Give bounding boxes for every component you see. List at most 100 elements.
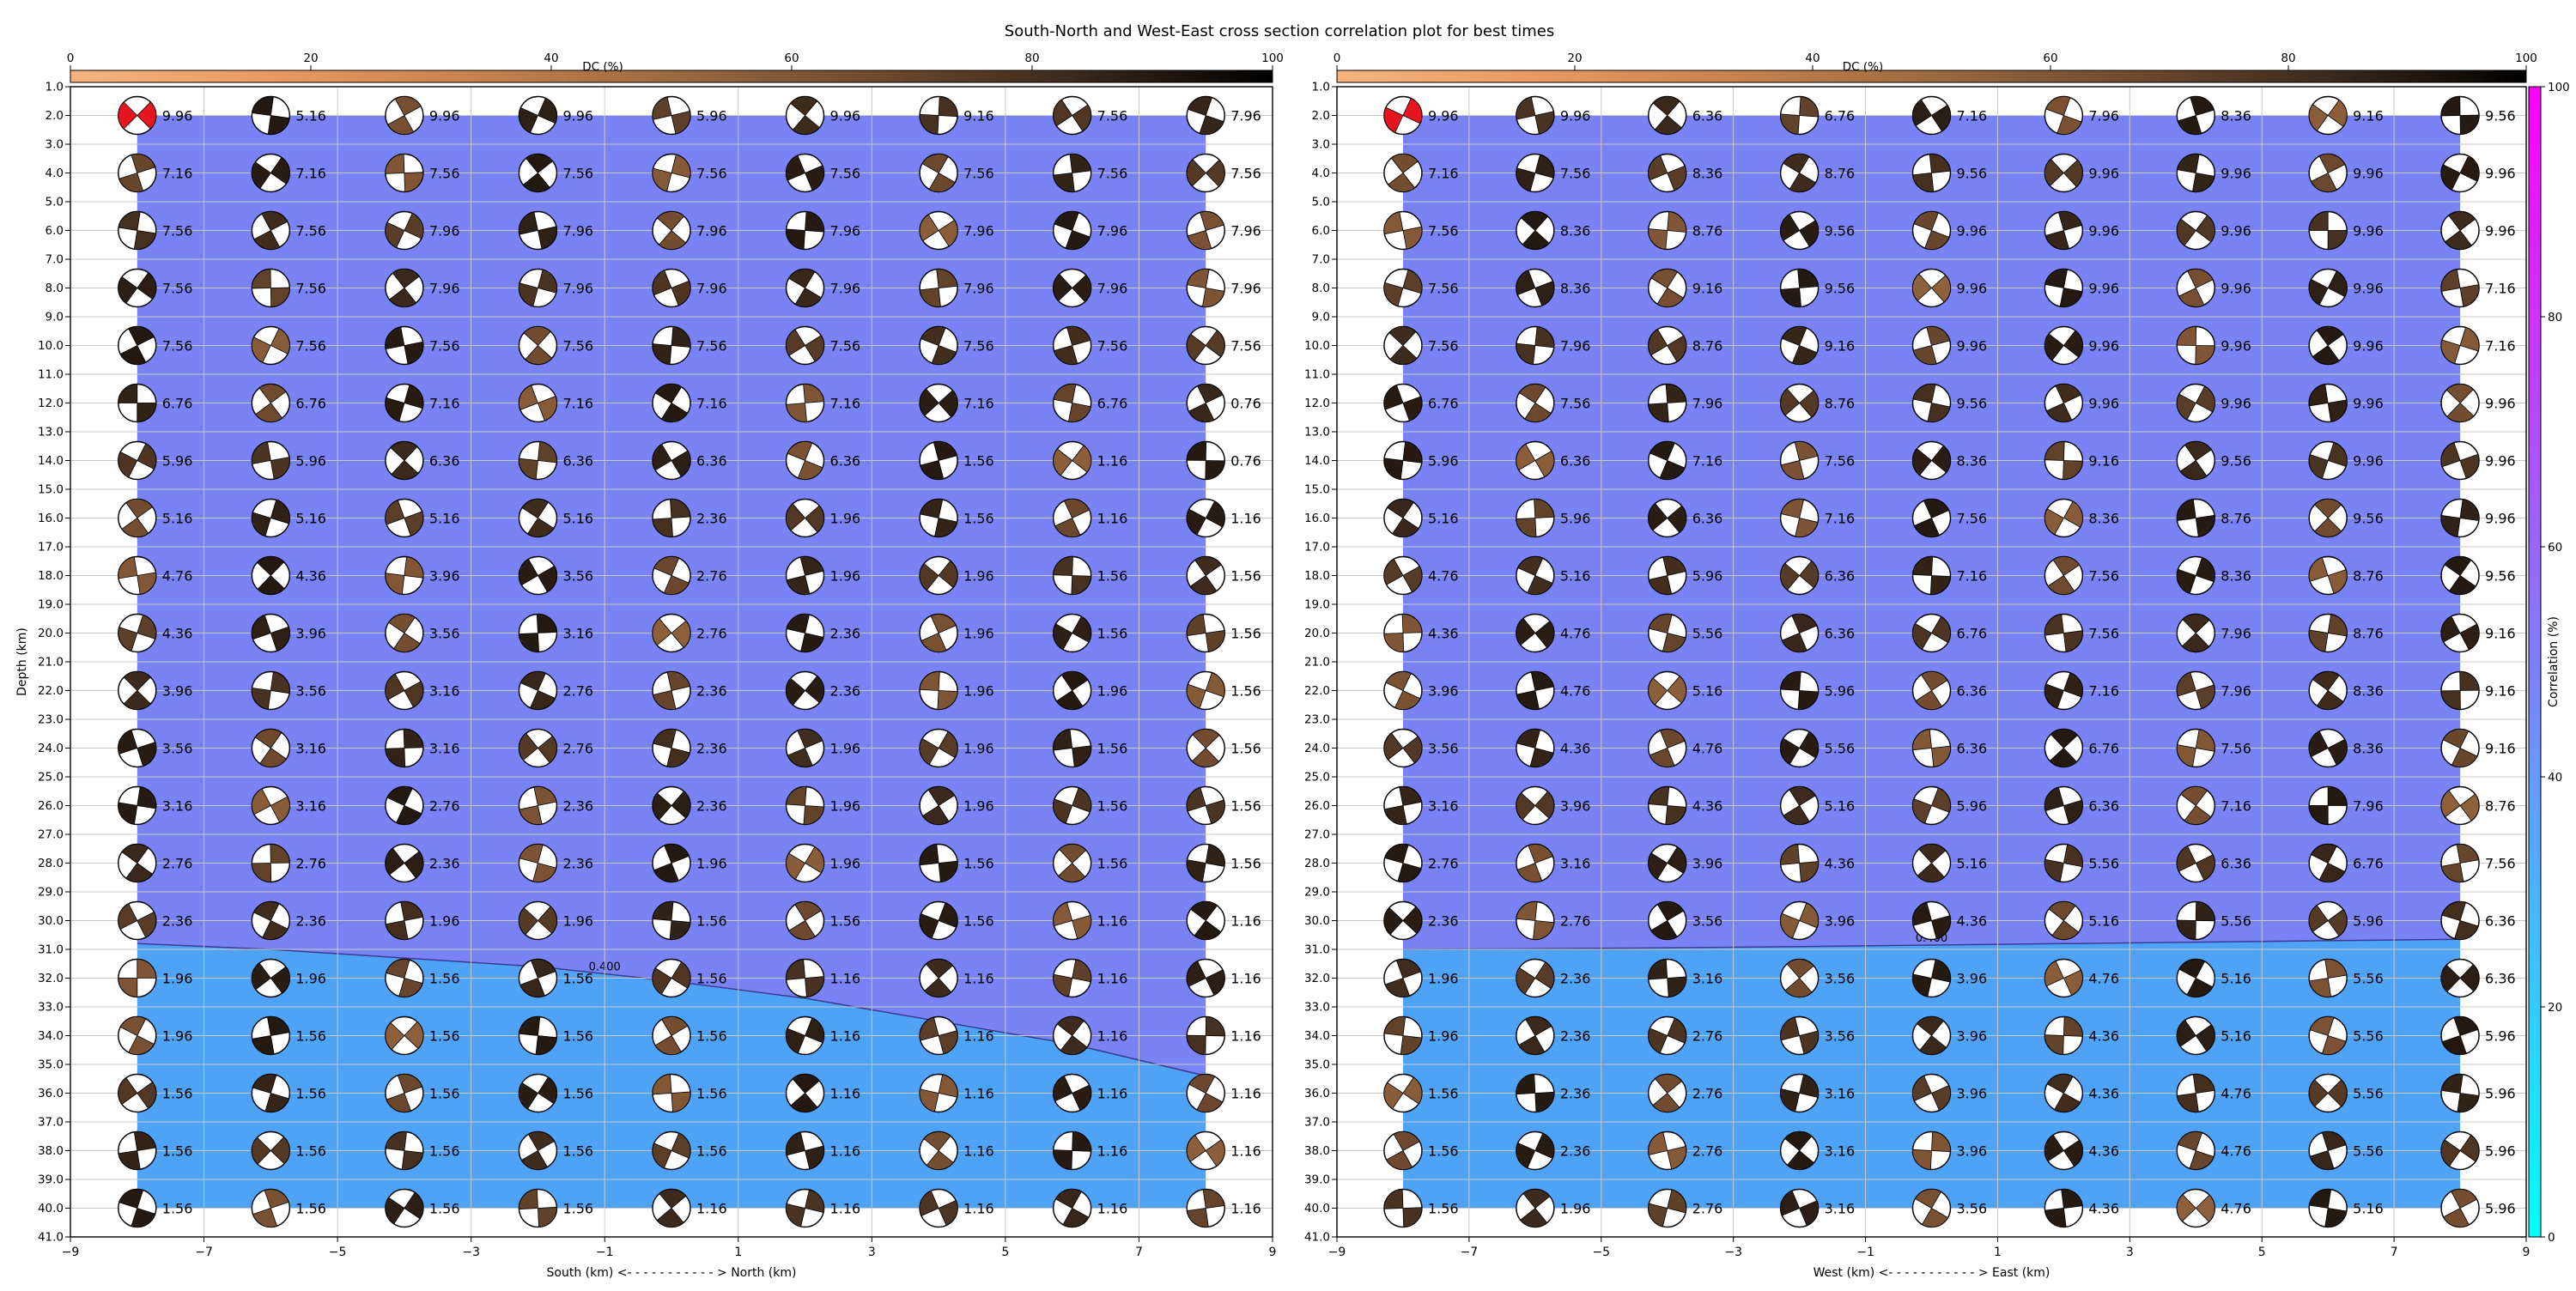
x-tick-label: 7 [2391, 1246, 2398, 1259]
time-label: 2.76 [696, 626, 727, 642]
y-tick-label: 41.0 [1304, 1231, 1330, 1245]
time-label: 7.56 [1428, 281, 1459, 297]
focal-mechanism: 9.96 [2044, 153, 2119, 193]
time-label: 4.36 [2088, 1143, 2119, 1160]
time-label: 7.56 [2088, 626, 2119, 642]
focal-mechanism: 2.36 [1516, 1073, 1590, 1113]
x-tick-label: 5 [1001, 1246, 1009, 1259]
time-label: 7.96 [1230, 281, 1261, 297]
y-tick-label: 6.0 [46, 224, 64, 238]
time-label: 9.96 [1428, 108, 1459, 124]
focal-mechanism: 3.56 [385, 613, 460, 653]
y-tick-label: 41.0 [38, 1231, 64, 1245]
focal-mechanism: 2.76 [251, 843, 326, 883]
focal-mechanism: 7.56 [1383, 210, 1459, 251]
focal-mechanism: 1.96 [518, 900, 593, 941]
y-tick-label: 19.0 [1304, 598, 1330, 612]
focal-mechanism: 1.96 [1383, 958, 1459, 998]
y-tick-label: 13.0 [38, 426, 64, 439]
time-label: 6.36 [429, 453, 460, 470]
time-label: 9.56 [2353, 511, 2384, 527]
focal-mechanism: 2.76 [652, 555, 727, 596]
time-label: 7.16 [2088, 683, 2119, 700]
focal-mechanism: 1.56 [385, 958, 460, 998]
time-label: 1.56 [1230, 798, 1261, 815]
dc-tick-label: 100 [2515, 52, 2537, 65]
focal-mechanism: 9.16 [1779, 325, 1855, 366]
time-label: 3.56 [562, 568, 593, 585]
focal-mechanism: 2.36 [251, 900, 326, 941]
dc-tick-label: 60 [2043, 52, 2057, 65]
focal-mechanism: 9.96 [2044, 268, 2119, 308]
time-label: 1.56 [696, 913, 727, 930]
focal-mechanism: 1.96 [652, 843, 727, 883]
time-label: 5.56 [2353, 1143, 2384, 1160]
time-label: 4.36 [1692, 798, 1723, 815]
time-label: 9.96 [2485, 223, 2516, 239]
time-label: 2.76 [1692, 1201, 1723, 1217]
time-label: 6.76 [2353, 856, 2384, 872]
time-label: 5.16 [1692, 683, 1723, 700]
time-label: 5.56 [1692, 626, 1723, 642]
time-label: 9.96 [2088, 338, 2119, 355]
focal-mechanism: 7.56 [385, 325, 460, 366]
time-label: 1.56 [429, 971, 460, 987]
time-label: 9.96 [2485, 511, 2516, 527]
focal-mechanism: 2.36 [785, 670, 860, 711]
time-label: 2.76 [696, 568, 727, 585]
focal-mechanism: 1.56 [518, 1073, 593, 1113]
focal-mechanism: 1.16 [919, 1015, 994, 1056]
x-tick-label: −9 [1328, 1246, 1346, 1259]
y-tick-label: 30.0 [38, 914, 64, 928]
time-label: 3.16 [429, 683, 460, 700]
focal-mechanism: 5.56 [2308, 958, 2384, 998]
time-label: 9.96 [2221, 223, 2251, 239]
time-label: 7.56 [429, 166, 460, 182]
time-label: 9.96 [2088, 166, 2119, 182]
y-tick-label: 33.0 [1304, 1001, 1330, 1015]
focal-mechanism: 7.96 [385, 210, 460, 251]
focal-mechanism: 8.36 [1648, 153, 1722, 193]
focal-mechanism: 3.16 [118, 785, 192, 826]
time-label: 1.96 [830, 856, 861, 872]
focal-mechanism: 1.16 [1186, 498, 1261, 538]
focal-mechanism: 7.16 [1648, 440, 1722, 481]
focal-mechanism: 1.16 [652, 1188, 727, 1228]
focal-mechanism: 7.96 [2044, 95, 2119, 136]
focal-mechanism: 5.96 [1648, 555, 1722, 596]
focal-mechanism: 6.36 [1648, 498, 1722, 538]
time-label: 7.96 [963, 223, 994, 239]
focal-mechanism: 1.56 [251, 1073, 326, 1113]
dc-tick-label: 0 [67, 52, 75, 65]
time-label: 1.96 [162, 1028, 193, 1045]
x-tick-label: −9 [62, 1246, 80, 1259]
focal-mechanism: 3.96 [1779, 900, 1855, 941]
time-label: 1.96 [830, 741, 861, 757]
focal-mechanism: 4.76 [2176, 1130, 2251, 1171]
focal-mechanism: 9.96 [2440, 153, 2516, 193]
correlation-contour [1402, 938, 2461, 950]
focal-mechanism: 7.16 [2044, 670, 2119, 711]
time-label: 1.56 [1428, 1143, 1459, 1160]
focal-mechanism: 7.16 [2440, 268, 2516, 308]
time-label: 2.76 [562, 741, 593, 757]
focal-mechanism: 3.96 [251, 613, 326, 653]
time-label: 3.96 [429, 568, 460, 585]
time-label: 7.96 [429, 281, 460, 297]
time-label: 1.96 [562, 913, 593, 930]
time-label: 2.76 [1692, 1028, 1723, 1045]
focal-mechanism: 5.16 [251, 498, 326, 538]
focal-mechanism: 1.96 [385, 900, 460, 941]
focal-mechanism: 2.36 [1516, 1130, 1590, 1171]
time-label: 1.56 [963, 913, 994, 930]
focal-mechanism: 3.96 [1911, 1073, 1987, 1113]
time-label: 4.76 [1560, 626, 1591, 642]
correlation-tick-label: 40 [2548, 771, 2562, 785]
time-label: 9.16 [1692, 281, 1723, 297]
focal-mechanism: 7.56 [2176, 728, 2251, 768]
y-tick-label: 3.0 [1312, 138, 1330, 152]
time-label: 7.96 [1097, 223, 1128, 239]
time-label: 1.56 [295, 1201, 326, 1217]
y-tick-label: 38.0 [1304, 1144, 1330, 1158]
time-label: 3.16 [429, 741, 460, 757]
